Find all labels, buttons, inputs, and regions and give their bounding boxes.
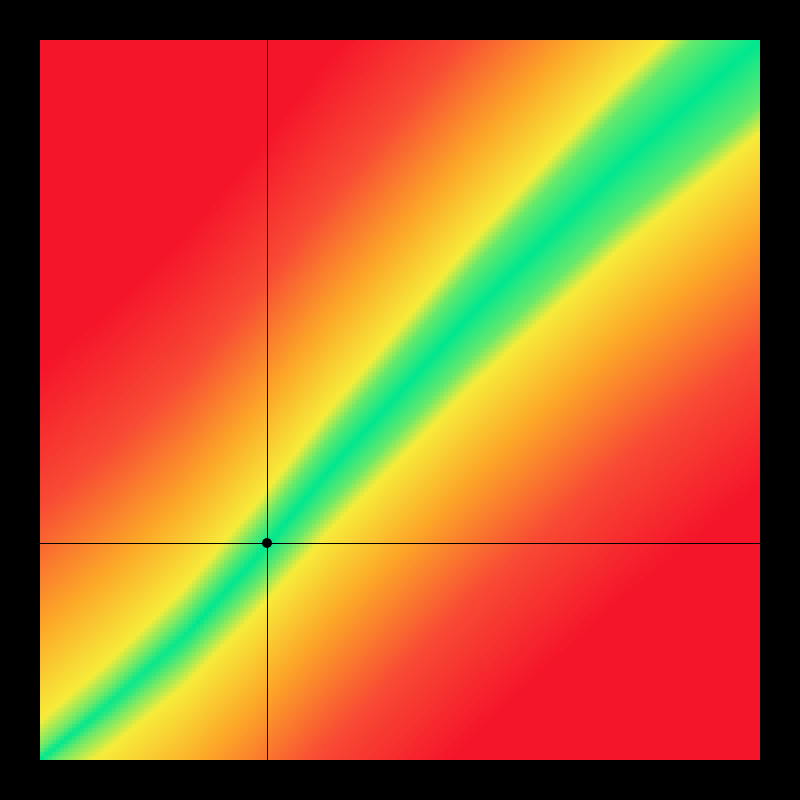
crosshair-horizontal xyxy=(40,543,760,544)
crosshair-vertical xyxy=(267,40,268,760)
bottleneck-heatmap xyxy=(40,40,760,760)
selection-marker[interactable] xyxy=(262,538,272,548)
heatmap-canvas xyxy=(40,40,760,760)
watermark-text: TheBottleneck.com xyxy=(572,8,760,34)
